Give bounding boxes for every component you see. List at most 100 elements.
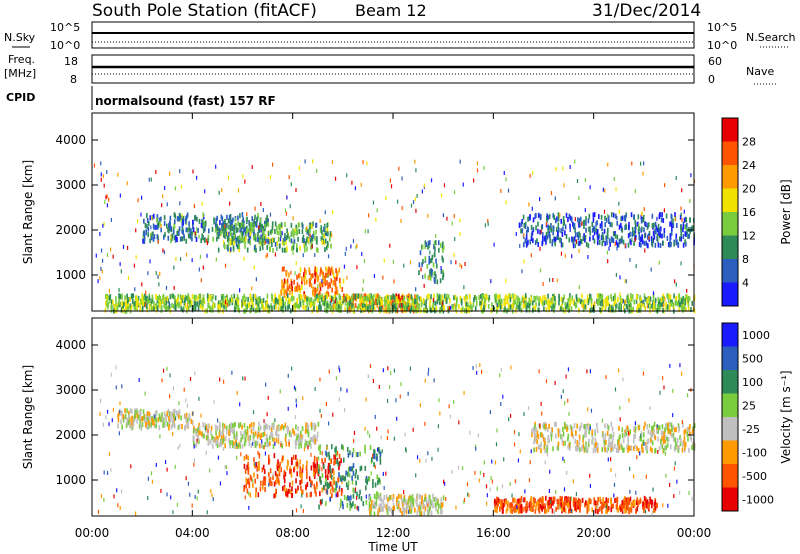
heatmap-cell <box>325 477 327 483</box>
y-tick-label: 1000 <box>55 268 86 282</box>
heatmap-cell <box>233 427 235 433</box>
heatmap-cell <box>626 505 628 511</box>
heatmap-cell <box>223 240 225 245</box>
heatmap-cell <box>379 459 382 465</box>
heatmap-cell <box>459 159 461 164</box>
heatmap-cell <box>238 247 241 253</box>
heatmap-cell <box>432 271 434 276</box>
heatmap-cell <box>139 307 142 313</box>
heatmap-cell <box>423 183 426 188</box>
heatmap-cell <box>530 224 533 230</box>
heatmap-cell <box>283 478 286 484</box>
heatmap-cell <box>329 300 332 306</box>
heatmap-cell <box>278 301 281 307</box>
heatmap-cell <box>289 298 291 304</box>
heatmap-cell <box>165 296 168 302</box>
heatmap-cell <box>328 455 331 461</box>
heatmap-cell <box>671 427 673 433</box>
heatmap-cell <box>600 214 603 220</box>
heatmap-cell <box>403 301 406 307</box>
heatmap-cell <box>303 291 306 297</box>
heatmap-cell <box>299 440 302 446</box>
heatmap-cell <box>260 202 262 207</box>
heatmap-cell <box>269 468 272 474</box>
heatmap-cell <box>398 302 401 308</box>
heatmap-cell <box>353 294 356 300</box>
heatmap-cell <box>140 212 142 217</box>
heatmap-cell <box>266 437 269 443</box>
heatmap-cell <box>288 303 290 309</box>
heatmap-cell <box>211 226 214 232</box>
heatmap-cell <box>230 427 233 433</box>
heatmap-cell <box>285 290 288 296</box>
heatmap-cell <box>97 279 99 284</box>
heatmap-cell <box>599 300 602 306</box>
heatmap-cell <box>531 428 533 434</box>
heatmap-cell <box>275 472 278 478</box>
heatmap-cell <box>494 294 496 300</box>
heatmap-cell <box>350 503 353 509</box>
heatmap-cell <box>277 425 280 431</box>
heatmap-cell <box>139 411 141 417</box>
heatmap-cell <box>341 295 344 301</box>
heatmap-cell <box>378 504 381 510</box>
heatmap-cell <box>303 267 306 273</box>
heatmap-cell <box>286 293 289 299</box>
heatmap-cell <box>564 224 567 230</box>
heatmap-cell <box>314 292 316 298</box>
heatmap-cell <box>385 295 388 301</box>
heatmap-cell <box>544 448 547 454</box>
heatmap-cell <box>570 217 573 223</box>
heatmap-cell <box>483 165 485 170</box>
heatmap-cell <box>453 190 456 195</box>
heatmap-cell <box>562 440 565 446</box>
heatmap-cell <box>617 444 619 450</box>
heatmap-cell <box>383 495 386 501</box>
heatmap-cell <box>528 303 531 309</box>
heatmap-cell <box>629 238 631 244</box>
heatmap-cell <box>167 298 170 304</box>
heatmap-cell <box>372 300 375 306</box>
heatmap-cell <box>146 307 148 313</box>
heatmap-cell <box>398 296 401 302</box>
heatmap-cell <box>643 425 645 431</box>
heatmap-cell <box>368 302 371 308</box>
heatmap-cell <box>229 238 232 244</box>
heatmap-cell <box>229 240 232 246</box>
heatmap-cell <box>683 429 686 435</box>
heatmap-cell <box>154 412 157 418</box>
heatmap-cell <box>312 273 314 279</box>
heatmap-cell <box>597 235 600 241</box>
heatmap-cell <box>688 426 690 432</box>
cpid-text: normalsound (fast) 157 RF <box>95 94 276 108</box>
heatmap-cell <box>304 443 306 449</box>
heatmap-cell <box>168 425 170 431</box>
heatmap-cell <box>461 306 464 312</box>
heatmap-cell <box>654 297 657 303</box>
heatmap-cell <box>680 305 683 311</box>
heatmap-cell <box>573 423 576 429</box>
heatmap-cell <box>401 206 403 211</box>
heatmap-cell <box>114 303 116 309</box>
heatmap-cell <box>651 223 654 229</box>
heatmap-cell <box>671 433 673 439</box>
heatmap-cell <box>150 177 152 182</box>
heatmap-cell <box>330 267 332 273</box>
heatmap-cell <box>593 212 596 218</box>
heatmap-cell <box>100 161 102 166</box>
heatmap-cell <box>316 484 318 490</box>
heatmap-cell <box>197 426 200 432</box>
heatmap-cell <box>675 233 678 239</box>
heatmap-cell <box>623 496 626 502</box>
heatmap-cell <box>191 420 194 426</box>
heatmap-cell <box>316 267 318 273</box>
heatmap-cell <box>425 305 427 310</box>
heatmap-cell <box>662 296 665 302</box>
heatmap-cell <box>305 269 307 275</box>
heatmap-cell <box>593 500 596 506</box>
heatmap-cell <box>681 447 684 453</box>
heatmap-cell <box>136 304 138 310</box>
heatmap-cell <box>550 432 552 438</box>
heatmap-cell <box>479 300 482 306</box>
heatmap-cell <box>359 296 361 302</box>
